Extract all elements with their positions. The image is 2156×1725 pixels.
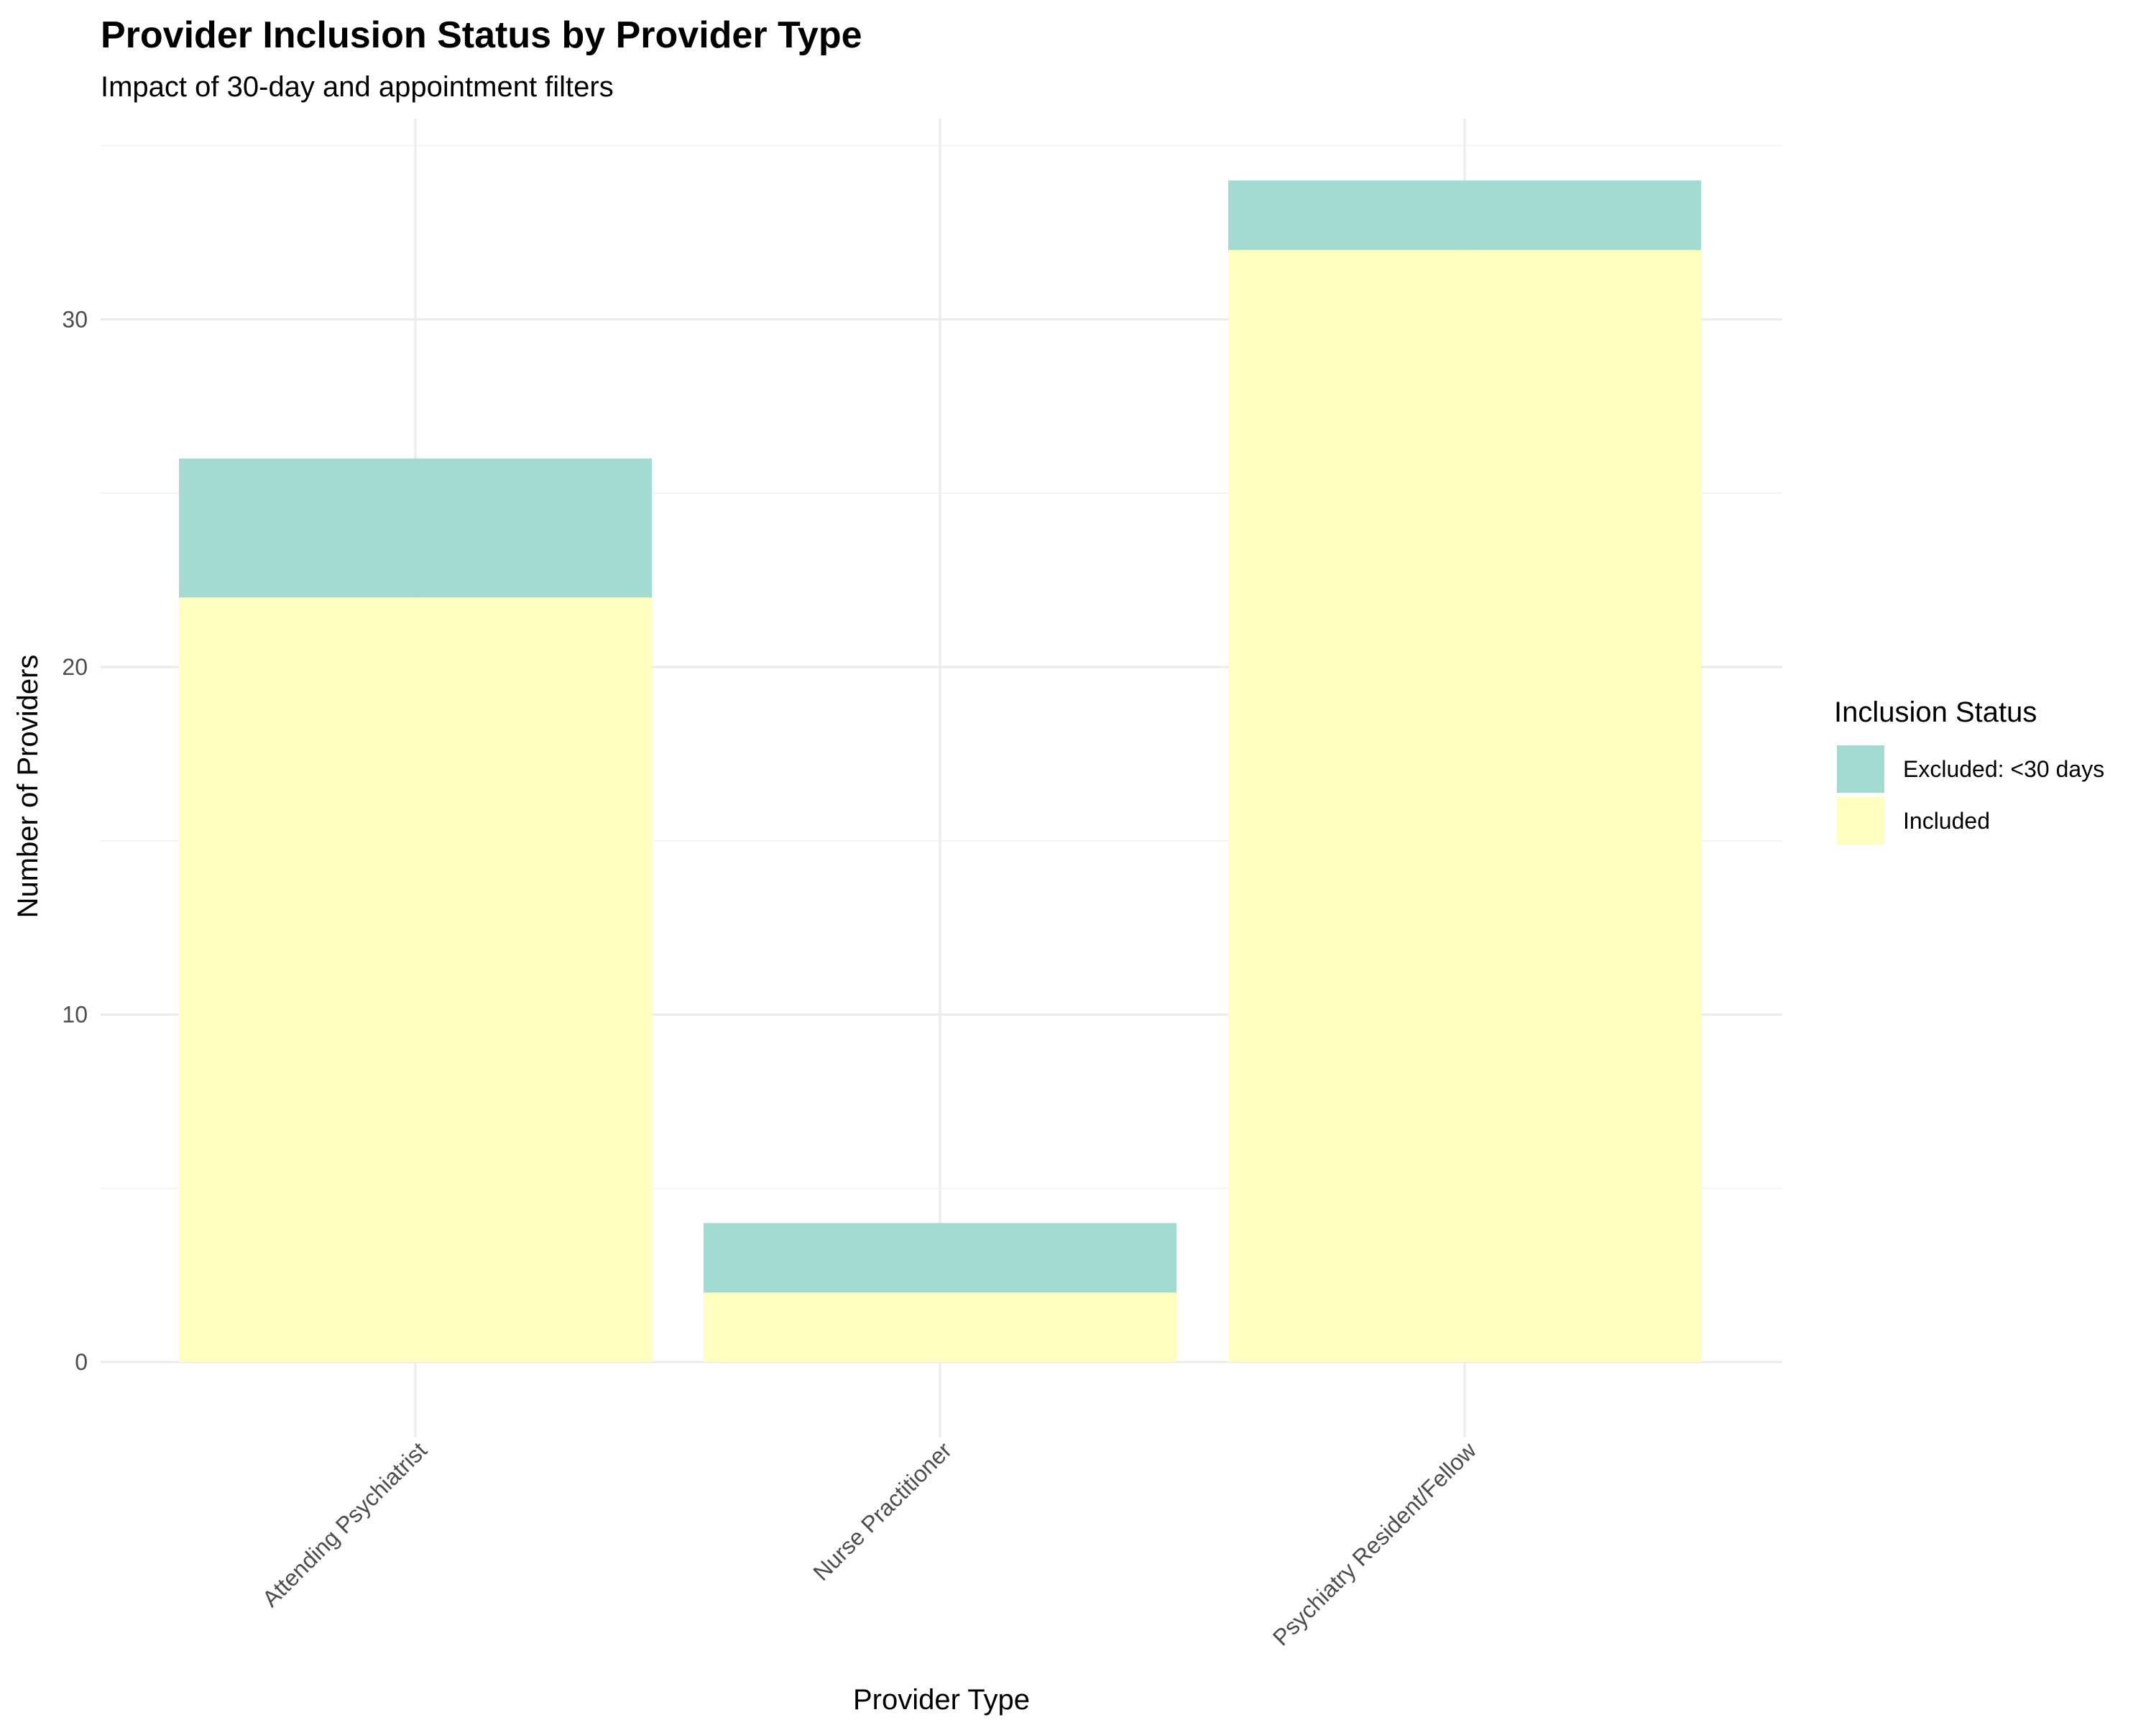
y-tick-label: 10 xyxy=(62,1002,88,1028)
legend-title: Inclusion Status xyxy=(1834,696,2037,728)
y-tick-label: 30 xyxy=(62,307,88,333)
legend-swatch-included xyxy=(1837,797,1884,845)
bar-included-attending-psychiatrist xyxy=(179,597,652,1362)
y-tick-label: 0 xyxy=(75,1349,88,1375)
x-tick-label: Attending Psychiatrist xyxy=(257,1437,432,1611)
x-tick-label: Nurse Practitioner xyxy=(808,1437,957,1586)
x-tick-label: Psychiatry Resident/Fellow xyxy=(1268,1437,1482,1651)
legend: Inclusion Status Excluded: <30 days Inclu… xyxy=(1834,696,2104,845)
bar-excluded-30-days-psychiatry-resident-fellow xyxy=(1228,180,1701,250)
legend-label-included: Included xyxy=(1903,808,1990,834)
y-axis-ticks: 0 10 20 30 xyxy=(62,307,88,1376)
bars xyxy=(179,180,1701,1362)
y-axis-title: Number of Providers xyxy=(12,655,44,919)
bar-included-psychiatry-resident-fellow xyxy=(1228,249,1701,1362)
x-axis-title: Provider Type xyxy=(853,1684,1030,1716)
bar-excluded-30-days-attending-psychiatrist xyxy=(179,458,652,598)
chart-title: Provider Inclusion Status by Provider Ty… xyxy=(101,14,862,56)
chart-subtitle: Impact of 30-day and appointment filters xyxy=(101,71,614,103)
legend-swatch-excluded-30-days xyxy=(1837,745,1884,793)
x-axis-ticks: Attending Psychiatrist Nurse Practitioner… xyxy=(257,1437,1482,1651)
bar-excluded-30-days-nurse-practitioner xyxy=(704,1223,1176,1293)
legend-label-excluded-30-days: Excluded: <30 days xyxy=(1903,756,2104,782)
bar-included-nurse-practitioner xyxy=(704,1292,1176,1362)
y-tick-label: 20 xyxy=(62,654,88,680)
